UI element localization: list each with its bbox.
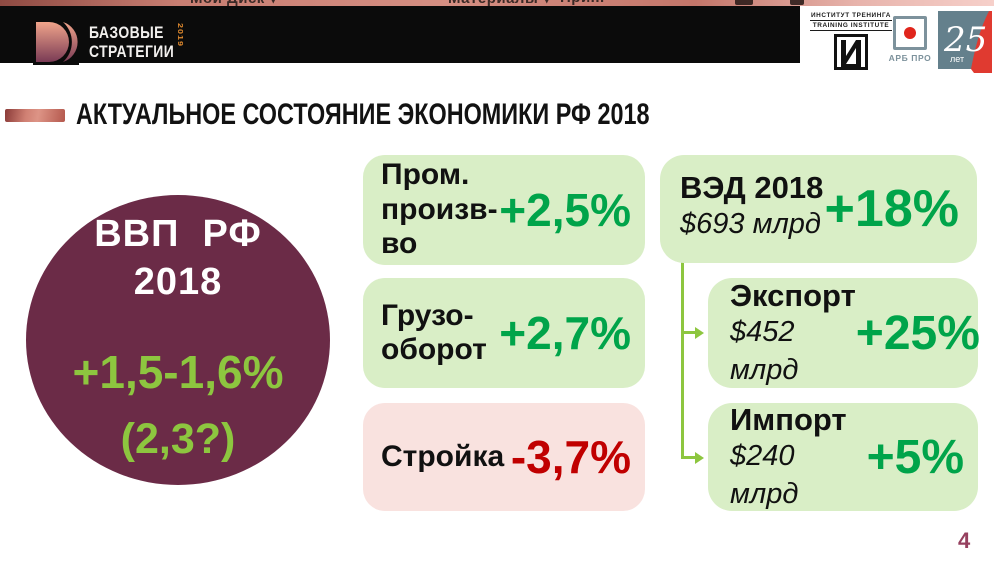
training-institute-label-ru: ИНСТИТУТ ТРЕНИНГА [810,12,892,21]
indicator-value: +2,5% [499,184,631,236]
import-value: +5% [866,430,964,484]
import-text: Импорт $240 млрд [730,401,867,514]
25-years-label: лет [950,54,964,64]
partner-logos: ИНСТИТУТ ТРЕНИНГА TRAINING INSTITUTE АРБ… [800,6,994,73]
logo-word-1: БАЗОВЫЕ [89,22,164,42]
trade-total-box: ВЭД 2018 $693 млрд +18% [660,155,977,263]
training-institute-emblem-icon [834,34,868,70]
arb-pro-logo: АРБ ПРО [886,16,934,63]
trade-total-text: ВЭД 2018 $693 млрд [680,169,823,250]
connector-line-vertical [681,255,684,459]
gdp-growth-note: (2,3?) [120,415,236,463]
indicator-value: -3,7% [510,431,631,483]
export-title: Экспорт [730,277,856,313]
indicator-label: Пром. произв-во [381,158,498,261]
gdp-title-line1: ВВП РФ [94,213,262,255]
strip-item-materials[interactable]: Материалы ▾ [448,0,551,6]
toolbar-icon-partial[interactable] [790,0,804,5]
import-arrow-icon [695,452,704,464]
toolbar-icon-partial[interactable] [735,0,753,5]
gdp-circle: ВВП РФ 2018 +1,5-1,6% (2,3?) [26,195,330,485]
gdp-growth-value: +1,5-1,6% [72,346,284,398]
strip-item-more[interactable]: При... [560,0,605,6]
indicator-value: +2,7% [499,307,631,359]
arb-pro-label: АРБ ПРО [888,53,932,63]
page-number: 4 [958,528,971,553]
gdp-title-line2: 2018 [133,261,223,303]
indicator-label: Стройка [381,439,505,473]
company-logo-text: БАЗОВЫЕ СТРАТЕГИИ 2019 [89,22,185,61]
logo-year: 2019 [176,22,185,47]
bs-logo-mark [33,19,79,65]
25-years-number: 25 [943,20,987,60]
trade-total-amount: $693 млрд [680,207,821,240]
export-arrow-icon [695,327,704,339]
page-title: АКТУАЛЬНОЕ СОСТОЯНИЕ ЭКОНОМИКИ РФ 2018 [76,98,650,131]
indicator-card-construction: Стройка -3,7% [363,403,645,511]
import-box: Импорт $240 млрд +5% [708,401,978,514]
export-text: Экспорт $452 млрд [730,277,856,390]
browser-strip: Мой Диск ▾ Материалы ▾ При... [0,0,994,6]
trade-total-value: +18% [824,180,959,238]
arb-pro-dot-icon [904,27,916,39]
training-institute-logo: ИНСТИТУТ ТРЕНИНГА TRAINING INSTITUTE [810,12,892,75]
company-logo: БАЗОВЫЕ СТРАТЕГИИ 2019 [33,19,193,65]
connector-line-import [681,456,696,459]
header-bar: БАЗОВЫЕ СТРАТЕГИИ 2019 [0,6,800,65]
connector-line-export [681,331,696,334]
export-amount: $452 млрд [730,315,799,386]
title-dash [5,109,65,122]
import-amount: $240 млрд [730,439,799,510]
logo-word-2: СТРАТЕГИИ [89,42,175,61]
training-institute-label-en: TRAINING INSTITUTE [810,22,892,31]
arb-pro-square-icon [893,16,927,50]
indicator-label: Грузо- оборот [381,298,487,367]
export-value: +25% [855,306,980,360]
import-title: Импорт [730,401,847,437]
export-box: Экспорт $452 млрд +25% [708,277,980,390]
indicator-card-freight-turnover: Грузо- оборот +2,7% [363,278,645,388]
indicator-card-industrial-production: Пром. произв-во +2,5% [363,155,645,265]
25-years-logo: 25 лет [938,11,992,73]
trade-total-title: ВЭД 2018 [680,169,824,205]
strip-item-my-disk[interactable]: Мой Диск ▾ [190,0,278,6]
